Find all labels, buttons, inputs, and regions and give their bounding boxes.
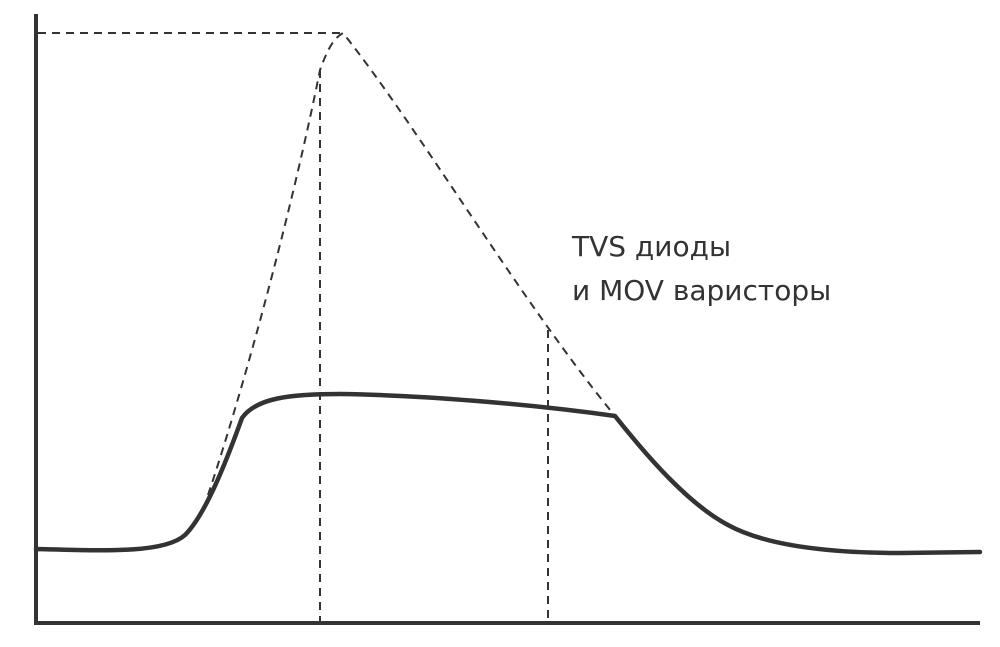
unclamped-pulse-dashed [207, 31, 616, 496]
annotation-line-1: TVS диоды [571, 230, 731, 263]
clamped-voltage-curve [33, 391, 983, 556]
annotation-line-2: и MOV варисторы [572, 274, 831, 307]
